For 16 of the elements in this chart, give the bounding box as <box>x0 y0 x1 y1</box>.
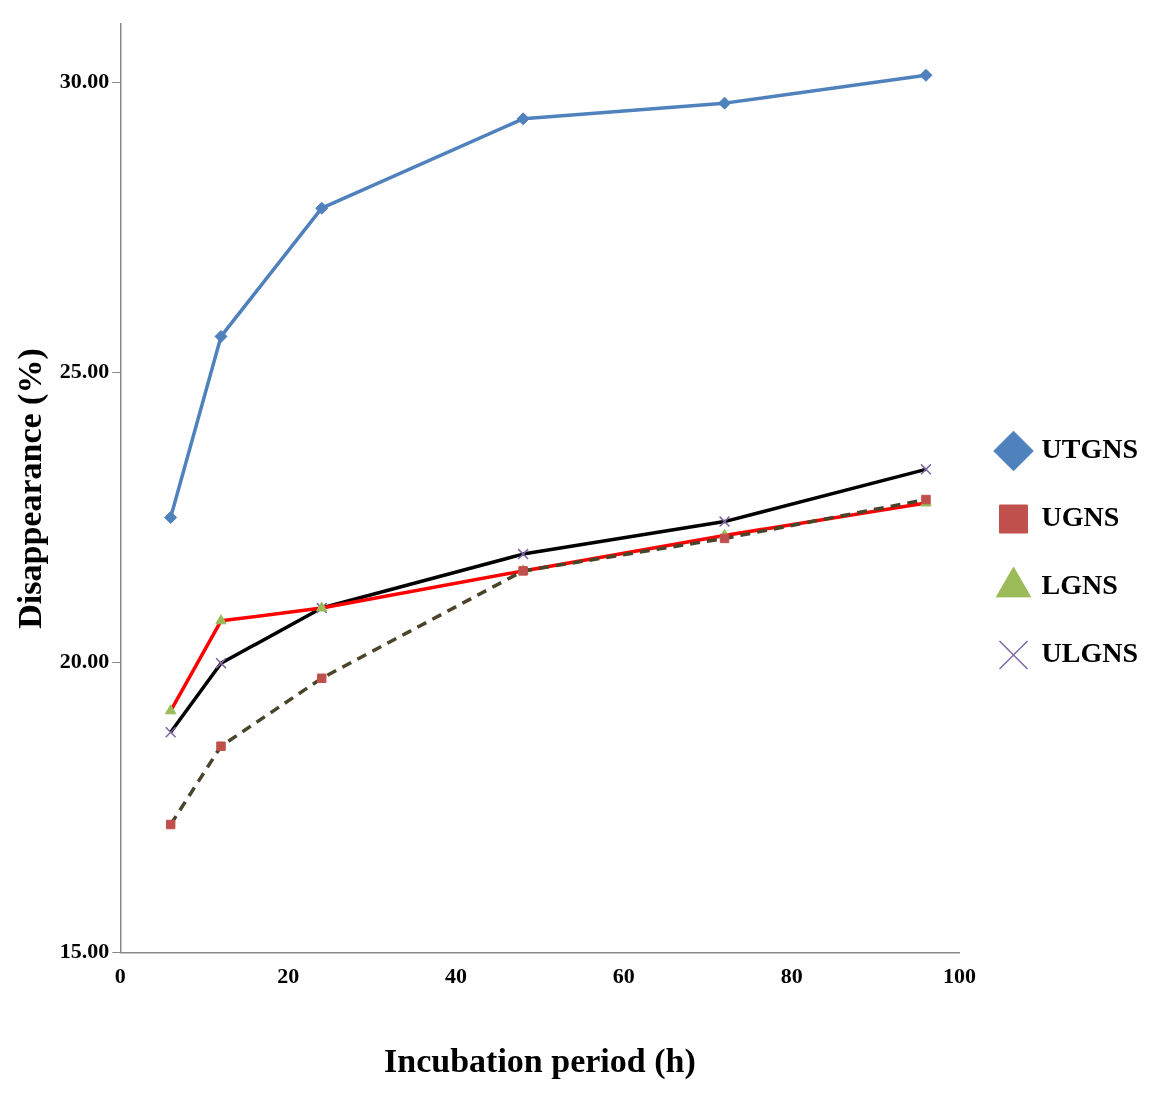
x-axis-title: Incubation period (h) <box>384 1042 696 1081</box>
y-axis-title: Disappearance (%) <box>11 348 50 629</box>
x-tick-label: 0 <box>114 962 126 988</box>
y-tick-label: 20.00 <box>59 648 110 674</box>
x-tick-label: 20 <box>277 962 300 988</box>
legend-label: LGNS <box>1041 569 1118 601</box>
x-tick-label: 60 <box>612 962 635 988</box>
y-tick-label: 25.00 <box>59 358 110 384</box>
x-tick-label: 100 <box>943 962 977 988</box>
x-tick-label: 40 <box>444 962 467 988</box>
y-tick-label: 15.00 <box>59 938 110 964</box>
legend-label: ULGNS <box>1041 637 1138 669</box>
y-tick-label: 30.00 <box>59 67 110 93</box>
legend-label: UTGNS <box>1041 433 1138 465</box>
x-tick-label: 80 <box>780 962 803 988</box>
legend-label: UGNS <box>1041 501 1120 533</box>
